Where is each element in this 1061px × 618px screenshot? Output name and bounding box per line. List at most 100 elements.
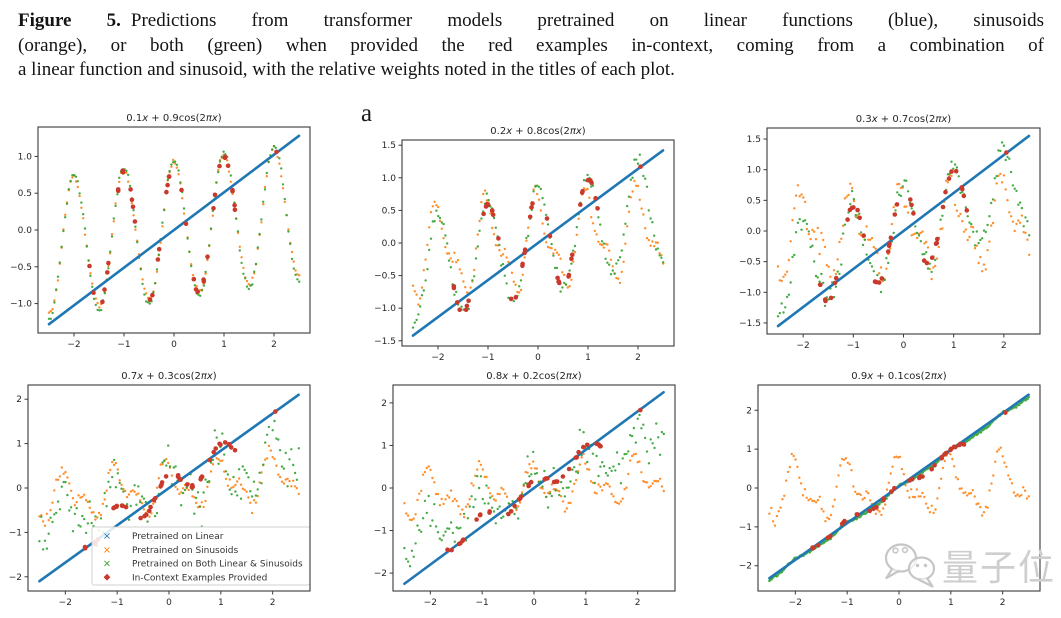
series-blue-linear (768, 393, 1030, 580)
series-orange-sinusoids (403, 452, 665, 522)
subplot-2: −2 −1 0 1 2 1.5 1.0 0.5 0.0 −0.5 −1.0 −1.5 0.2x + 0.… (364, 122, 684, 372)
svg-text:1.0: 1.0 (382, 174, 397, 184)
svg-text:2: 2 (1001, 341, 1007, 351)
svg-text:−2: −2 (9, 573, 22, 583)
svg-text:−1.0: −1.0 (739, 288, 761, 298)
svg-text:1: 1 (585, 353, 591, 363)
svg-text:0.0: 0.0 (382, 239, 397, 249)
svg-text:−1.0: −1.0 (10, 300, 32, 310)
series-red-incontext (817, 150, 1009, 304)
svg-text:2: 2 (1000, 598, 1006, 608)
svg-text:In-Context Examples Provided: In-Context Examples Provided (132, 573, 267, 583)
series-blue-linear (411, 149, 665, 337)
svg-text:0.0: 0.0 (18, 226, 33, 236)
figure-caption: Figure 5. Predictions from transformer mo… (18, 9, 1044, 83)
series-red-incontext (810, 410, 1008, 551)
svg-text:0: 0 (901, 341, 907, 351)
svg-text:−0.5: −0.5 (739, 258, 761, 268)
figure-label: Figure 5. (18, 10, 121, 31)
svg-text:1: 1 (951, 341, 957, 351)
svg-text:1.0: 1.0 (18, 152, 33, 162)
svg-text:−2: −2 (67, 340, 80, 350)
series-blue-linear (403, 390, 665, 586)
svg-text:2: 2 (381, 399, 387, 409)
svg-text:−1: −1 (9, 528, 22, 538)
plot-title: 0.1x + 0.9cos(2πx) (126, 113, 222, 124)
series-red-incontext (451, 164, 643, 313)
svg-text:−2: −2 (59, 598, 72, 608)
svg-text:0: 0 (171, 340, 177, 350)
svg-text:−2: −2 (431, 353, 444, 363)
svg-text:0: 0 (16, 484, 22, 494)
legend-box: × Pretrained on Linear × Pretrained on Sinu… (91, 526, 311, 586)
panel-label-a: a (361, 100, 373, 127)
series-blue-linear (38, 393, 300, 583)
subplot-1: −2 −1 0 1 2 1.0 0.5 0.0 −0.5 −1.0 0.1x + 0.9cos(2π… (0, 109, 320, 359)
subplot-2-canvas: −2 −1 0 1 2 1.5 1.0 0.5 0.0 −0.5 −1.0 −1.5 0.2x + 0.… (374, 126, 675, 363)
svg-text:1: 1 (221, 340, 227, 350)
svg-text:0: 0 (746, 484, 752, 494)
svg-text:1: 1 (948, 598, 954, 608)
plot-title: 0.9x + 0.1cos(2πx) (851, 371, 947, 382)
plot-title: 0.3x + 0.7cos(2πx) (856, 114, 952, 125)
subplot-3-canvas: −2 −1 0 1 2 1.5 1.0 0.5 0.0 −0.5 −1.0 −1.5 0.3x + 0.… (739, 114, 1041, 351)
series-blue-linear (776, 134, 1031, 328)
series-red-incontext (445, 407, 643, 553)
subplot-5: −2 −1 0 1 2 2 1 0 −1 −2 0.8x + 0.2cos(2πx) (363, 367, 685, 617)
series-green-both (411, 153, 665, 329)
svg-text:0: 0 (381, 484, 387, 494)
svg-text:0.0: 0.0 (747, 227, 762, 237)
plot-title: 0.7x + 0.3cos(2πx) (121, 371, 217, 382)
svg-text:1: 1 (381, 441, 387, 451)
caption-line-1-text: Predictions from transformer models pret… (130, 10, 1044, 31)
subplot-5-canvas: −2 −1 0 1 2 2 1 0 −1 −2 0.8x + 0.2cos(2πx) (374, 371, 676, 608)
svg-text:−2: −2 (424, 598, 437, 608)
svg-text:0: 0 (896, 598, 902, 608)
svg-text:2: 2 (746, 406, 752, 416)
svg-text:0.5: 0.5 (18, 189, 32, 199)
svg-text:×: × (103, 531, 111, 542)
svg-text:−1.5: −1.5 (374, 337, 396, 347)
subplot-6-canvas: −2 −1 0 1 2 2 1 0 −1 −2 0.9x + 0.1cos(2πx) (739, 371, 1041, 608)
svg-text:2: 2 (270, 598, 276, 608)
svg-text:−1: −1 (374, 527, 387, 537)
svg-text:−1: −1 (117, 340, 130, 350)
plot-title: 0.2x + 0.8cos(2πx) (490, 126, 586, 137)
svg-text:Pretrained on Sinusoids: Pretrained on Sinusoids (132, 546, 238, 556)
svg-text:0: 0 (535, 353, 541, 363)
svg-text:Pretrained on Both Linear & Si: Pretrained on Both Linear & Sinusoids (132, 560, 303, 570)
subplot-4: × Pretrained on Linear × Pretrained on Sinu… (0, 367, 320, 617)
svg-text:1: 1 (583, 598, 589, 608)
svg-text:Pretrained on Linear: Pretrained on Linear (132, 532, 224, 542)
svg-text:1.5: 1.5 (747, 135, 761, 145)
svg-text:2: 2 (635, 598, 641, 608)
series-orange-sinusoids (38, 444, 300, 527)
svg-text:−1: −1 (476, 598, 489, 608)
caption-line-1: Figure 5. Predictions from transformer mo… (18, 9, 1044, 34)
series-green-both (768, 395, 1030, 583)
svg-text:−2: −2 (739, 562, 752, 572)
series-green-both (47, 144, 301, 320)
svg-text:2: 2 (16, 395, 22, 405)
series-red-incontext (87, 149, 279, 305)
svg-text:0.5: 0.5 (747, 196, 761, 206)
subplot-3: −2 −1 0 1 2 1.5 1.0 0.5 0.0 −0.5 −1.0 −1.5 0.3x + 0.… (729, 110, 1049, 360)
svg-text:−1: −1 (739, 523, 752, 533)
subplot-1-canvas: −2 −1 0 1 2 1.0 0.5 0.0 −0.5 −1.0 0.1x + 0.9cos(2π… (10, 113, 311, 350)
subplot-6: −2 −1 0 1 2 2 1 0 −1 −2 0.9x + 0.1cos(2πx) (728, 367, 1050, 617)
svg-text:0: 0 (166, 598, 172, 608)
svg-text:×: × (103, 545, 111, 556)
svg-text:−0.5: −0.5 (374, 272, 396, 282)
svg-text:×: × (103, 559, 111, 570)
svg-text:−2: −2 (789, 598, 802, 608)
svg-text:−1.5: −1.5 (739, 319, 761, 329)
svg-text:1: 1 (746, 445, 752, 455)
svg-text:0: 0 (531, 598, 537, 608)
svg-text:−1: −1 (111, 598, 124, 608)
svg-text:1.5: 1.5 (382, 141, 396, 151)
svg-text:−0.5: −0.5 (10, 263, 32, 273)
series-orange-sinusoids (768, 446, 1030, 527)
svg-text:−2: −2 (374, 569, 387, 579)
svg-text:−1: −1 (847, 341, 860, 351)
